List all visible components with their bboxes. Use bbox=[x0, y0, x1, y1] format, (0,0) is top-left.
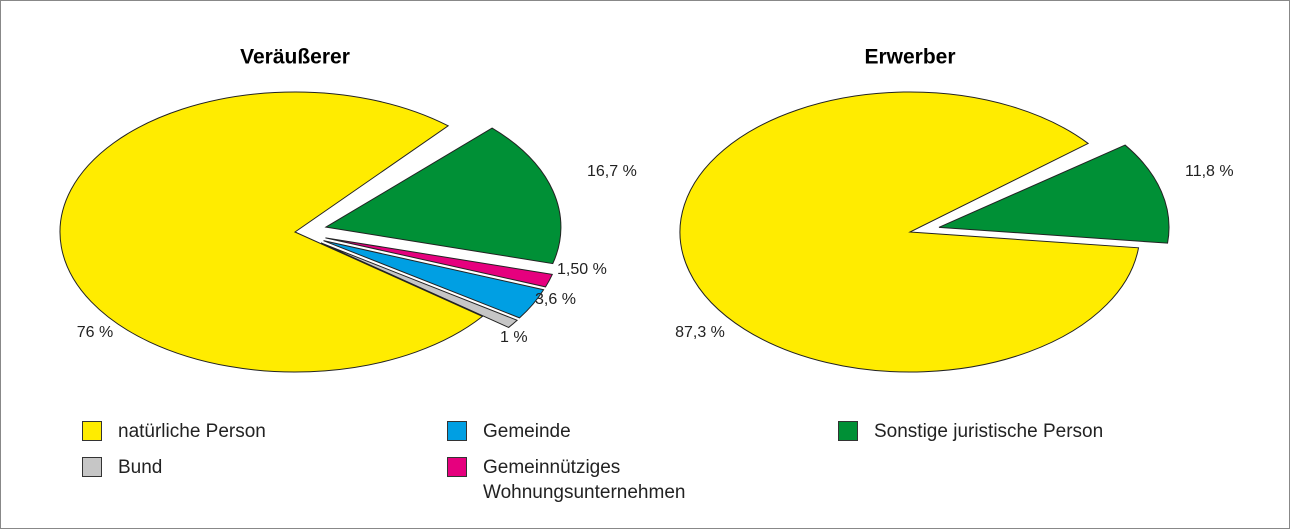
value-label: 1,50 % bbox=[557, 261, 607, 278]
pie-slice bbox=[59, 91, 484, 373]
legend-label: Bund bbox=[118, 457, 163, 478]
legend-item: Gemeinde bbox=[447, 419, 767, 444]
value-label: 76 % bbox=[77, 324, 113, 341]
legend-swatch bbox=[82, 457, 102, 477]
pie-slice bbox=[323, 240, 545, 319]
legend-item: Gemeinnütziges Wohnungsunternehmen bbox=[447, 455, 687, 505]
legend-item: Sonstige juristische Person bbox=[838, 419, 1198, 444]
value-label: 11,8 % bbox=[1185, 163, 1234, 180]
legend-swatch bbox=[82, 421, 102, 441]
legend-label: Sonstige juristische Person bbox=[874, 421, 1104, 442]
pie-slice bbox=[679, 91, 1140, 373]
legend-swatch bbox=[838, 421, 858, 441]
value-label: 87,3 % bbox=[675, 324, 725, 341]
legend-label: natürliche Person bbox=[118, 421, 266, 442]
value-label: 1 % bbox=[500, 329, 528, 346]
chart-title: Veräußerer bbox=[240, 46, 350, 69]
legend-item: natürliche Person bbox=[82, 419, 402, 444]
pie-slice bbox=[324, 127, 562, 265]
legend-label: Gemeinnütziges Wohnungsunternehmen bbox=[483, 457, 686, 503]
pie-slice bbox=[325, 237, 554, 288]
value-label: 16,7 % bbox=[587, 163, 637, 180]
legend-item: Bund bbox=[82, 455, 402, 480]
pie-slice bbox=[320, 242, 519, 329]
legend-swatch bbox=[447, 421, 467, 441]
legend-swatch bbox=[447, 457, 467, 477]
chart-title: Erwerber bbox=[864, 46, 955, 69]
pie-slice bbox=[938, 144, 1170, 244]
legend-label: Gemeinde bbox=[483, 421, 571, 442]
value-label: 3,6 % bbox=[535, 291, 576, 308]
